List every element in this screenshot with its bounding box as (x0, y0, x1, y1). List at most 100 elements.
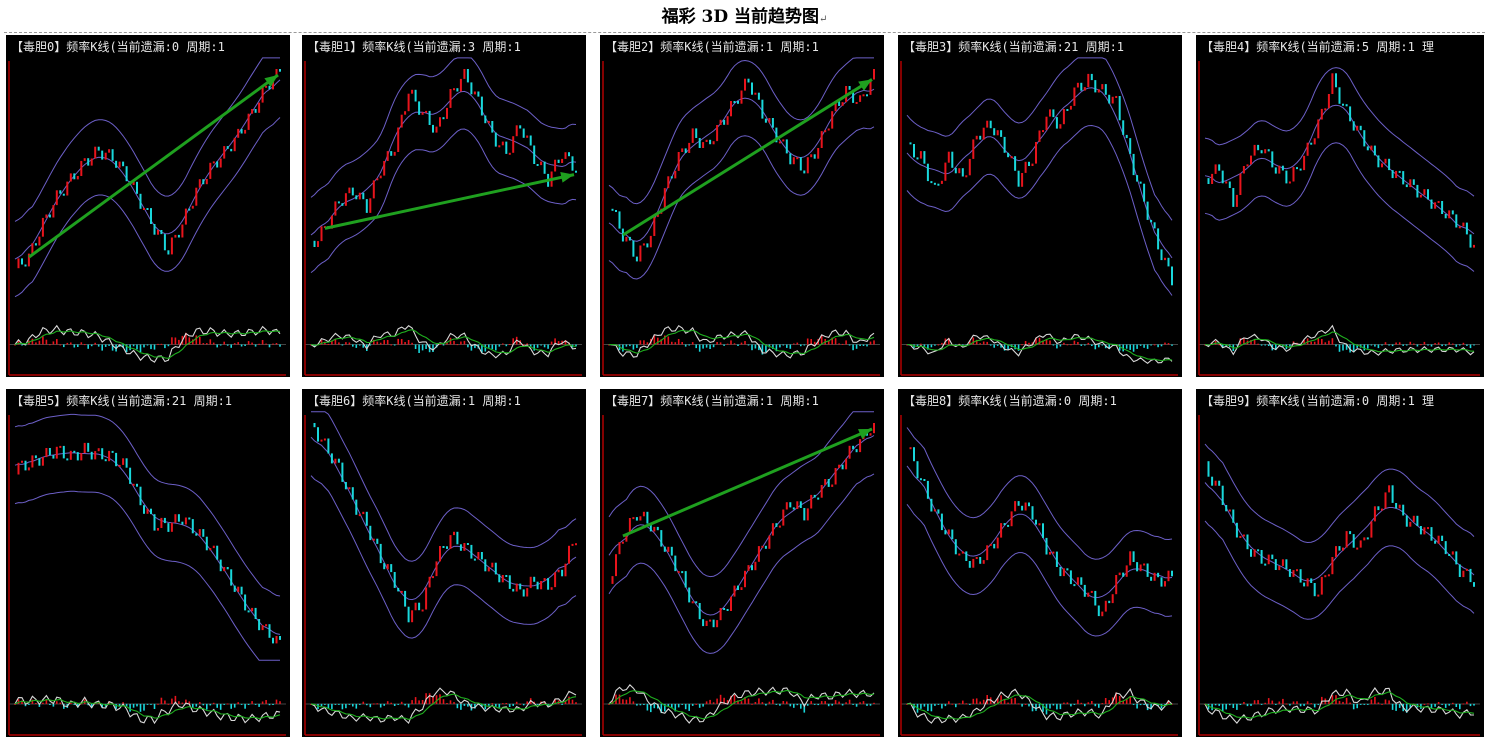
down-candle (191, 519, 194, 534)
down-candle (163, 234, 166, 251)
down-candle (1448, 554, 1451, 556)
down-candle (418, 101, 421, 115)
up-candle (1225, 181, 1228, 184)
down-candle (216, 545, 219, 560)
oscillator-bar (920, 343, 922, 345)
up-candle (919, 151, 922, 159)
up-candle (323, 438, 326, 441)
up-candle (677, 152, 680, 171)
oscillator-bar (920, 703, 922, 709)
down-candle (115, 452, 118, 467)
oscillator-bar (782, 344, 785, 346)
up-candle (94, 451, 97, 460)
down-candle (1083, 584, 1086, 597)
down-candle (771, 118, 774, 128)
up-candle (1038, 130, 1041, 142)
oscillator-bar (1423, 341, 1426, 345)
oscillator-bar (533, 344, 535, 351)
oscillator-bar (1150, 344, 1152, 346)
oscillator-bar (97, 344, 100, 347)
oscillator-bar (660, 703, 663, 714)
up-candle (834, 101, 837, 112)
up-candle (965, 175, 968, 178)
down-candle (52, 455, 55, 459)
up-candle (1069, 105, 1072, 110)
up-candle (1021, 173, 1024, 187)
down-candle (951, 529, 954, 540)
chart-panel-5: 【毒胆5】频率K线(当前遗漏:21 周期:1 (6, 389, 290, 737)
up-candle (393, 151, 396, 156)
oscillator-bar (1080, 344, 1083, 346)
oscillator-bar (688, 703, 690, 711)
down-candle (1444, 541, 1447, 555)
oscillator-bar (1352, 344, 1355, 353)
oscillator-bar (146, 703, 149, 705)
down-candle (188, 517, 191, 520)
oscillator-bar (1374, 344, 1376, 347)
oscillator-bar (948, 701, 950, 704)
up-candle (831, 111, 834, 129)
oscillator-bar (789, 703, 792, 707)
oscillator-bar (796, 342, 799, 345)
oscillator-bar (671, 341, 673, 345)
oscillator-bar (800, 703, 802, 709)
upper-band-line (608, 411, 874, 578)
down-candle (1377, 155, 1380, 168)
oscillator-bar (1345, 344, 1348, 350)
down-candle (751, 565, 753, 571)
panel-title: 【毒胆6】频率K线(当前遗漏:1 周期:1 (307, 394, 521, 408)
down-candle (803, 170, 806, 174)
oscillator-bar (930, 703, 933, 712)
oscillator-bar (608, 703, 610, 705)
oscillator-bar (691, 703, 694, 706)
up-candle (27, 253, 30, 267)
oscillator-bar (681, 703, 683, 705)
up-candle (317, 241, 319, 247)
up-candle (237, 128, 240, 138)
oscillator-bar (1377, 702, 1380, 704)
down-candle (968, 561, 971, 568)
oscillator-bar (331, 340, 333, 345)
oscillator-bar (446, 341, 448, 345)
up-candle (463, 543, 466, 551)
oscillator-bar (90, 344, 93, 347)
down-candle (240, 128, 243, 134)
down-candle (355, 499, 358, 515)
down-candle (1122, 572, 1125, 577)
oscillator-bar (1021, 703, 1023, 707)
down-candle (632, 240, 635, 257)
down-candle (635, 256, 638, 262)
oscillator-bar (1038, 337, 1041, 345)
oscillator-bar (1049, 340, 1051, 345)
up-candle (806, 508, 809, 521)
oscillator-bar (397, 703, 399, 705)
down-candle (726, 609, 729, 611)
oscillator-bar (418, 344, 420, 353)
down-candle (646, 243, 649, 248)
lower-band-line (906, 504, 1173, 637)
oscillator-bar (1239, 338, 1242, 345)
oscillator-bar (1059, 344, 1062, 347)
up-candle (1101, 611, 1104, 617)
oscillator-bar (719, 694, 722, 704)
oscillator-bar (1024, 703, 1027, 705)
oscillator-bar (418, 700, 420, 704)
up-candle (1010, 156, 1013, 159)
up-candle (1395, 170, 1398, 178)
down-candle (827, 479, 830, 487)
down-candle (1094, 80, 1097, 93)
oscillator-bar (484, 344, 487, 352)
oscillator-bar (1342, 344, 1344, 351)
oscillator-bar (1028, 703, 1030, 707)
oscillator-bar (667, 703, 670, 707)
oscillator-bar (379, 703, 382, 708)
oscillator-bar (1324, 342, 1327, 345)
oscillator-bar (1370, 344, 1373, 346)
oscillator-bar (442, 344, 445, 346)
oscillator-bar (181, 702, 184, 704)
up-candle (498, 145, 501, 148)
down-candle (621, 228, 624, 242)
down-candle (1014, 156, 1017, 171)
up-candle (237, 586, 240, 592)
oscillator-bar (761, 344, 764, 355)
